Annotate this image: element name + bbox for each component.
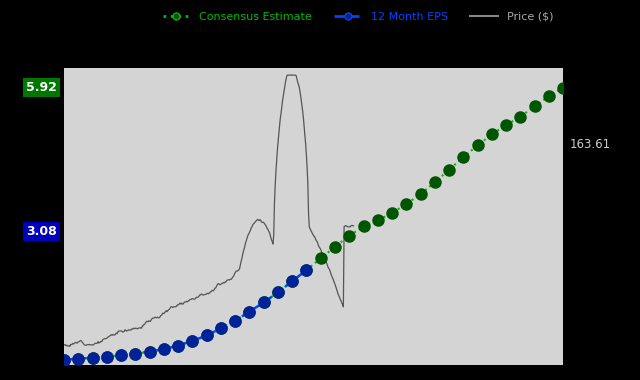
- Consensus Estimate: [103, 355, 111, 359]
- Consensus Estimate: [89, 355, 97, 360]
- Consensus Estimate: [502, 123, 510, 127]
- Consensus Estimate: [189, 339, 196, 343]
- 12 Month EPS: [274, 290, 282, 294]
- Consensus Estimate: [388, 211, 396, 215]
- Consensus Estimate: [174, 343, 182, 348]
- 12 Month EPS: [146, 349, 154, 354]
- Consensus Estimate: [531, 104, 538, 109]
- 12 Month EPS: [89, 355, 97, 360]
- Consensus Estimate: [417, 192, 424, 196]
- Consensus Estimate: [160, 347, 168, 352]
- 12 Month EPS: [260, 300, 268, 305]
- 12 Month EPS: [60, 358, 68, 362]
- Consensus Estimate: [260, 300, 268, 305]
- Consensus Estimate: [117, 353, 125, 358]
- Text: 5.92: 5.92: [26, 81, 57, 94]
- 12 Month EPS: [246, 309, 253, 314]
- 12 Month EPS: [117, 353, 125, 358]
- Text: 3.08: 3.08: [26, 225, 57, 238]
- Consensus Estimate: [559, 86, 567, 90]
- Consensus Estimate: [346, 233, 353, 238]
- 12 Month EPS: [217, 326, 225, 331]
- 12 Month EPS: [189, 339, 196, 343]
- Line: Consensus Estimate: Consensus Estimate: [58, 82, 569, 365]
- Consensus Estimate: [131, 352, 139, 356]
- Legend: Consensus Estimate, 12 Month EPS, Price ($): Consensus Estimate, 12 Month EPS, Price …: [158, 8, 557, 26]
- Consensus Estimate: [203, 333, 211, 338]
- Consensus Estimate: [74, 356, 82, 361]
- 12 Month EPS: [103, 355, 111, 359]
- 12 Month EPS: [174, 343, 182, 348]
- Consensus Estimate: [274, 290, 282, 294]
- Line: 12 Month EPS: 12 Month EPS: [58, 264, 312, 365]
- Consensus Estimate: [460, 155, 467, 159]
- Text: 163.61: 163.61: [570, 138, 611, 151]
- Consensus Estimate: [445, 168, 453, 172]
- 12 Month EPS: [131, 352, 139, 356]
- Consensus Estimate: [231, 318, 239, 323]
- Consensus Estimate: [516, 114, 524, 119]
- Consensus Estimate: [374, 218, 381, 223]
- Consensus Estimate: [360, 224, 367, 229]
- 12 Month EPS: [231, 318, 239, 323]
- Consensus Estimate: [474, 143, 481, 148]
- Consensus Estimate: [545, 94, 553, 98]
- 12 Month EPS: [289, 279, 296, 283]
- 12 Month EPS: [203, 333, 211, 338]
- Consensus Estimate: [331, 244, 339, 249]
- Consensus Estimate: [60, 358, 68, 362]
- Consensus Estimate: [289, 279, 296, 283]
- Consensus Estimate: [246, 309, 253, 314]
- Consensus Estimate: [403, 202, 410, 206]
- Consensus Estimate: [217, 326, 225, 331]
- Consensus Estimate: [317, 256, 324, 261]
- 12 Month EPS: [74, 356, 82, 361]
- 12 Month EPS: [160, 347, 168, 352]
- Consensus Estimate: [303, 268, 310, 272]
- Consensus Estimate: [146, 349, 154, 354]
- 12 Month EPS: [303, 268, 310, 272]
- Consensus Estimate: [431, 180, 438, 185]
- Consensus Estimate: [488, 132, 496, 136]
